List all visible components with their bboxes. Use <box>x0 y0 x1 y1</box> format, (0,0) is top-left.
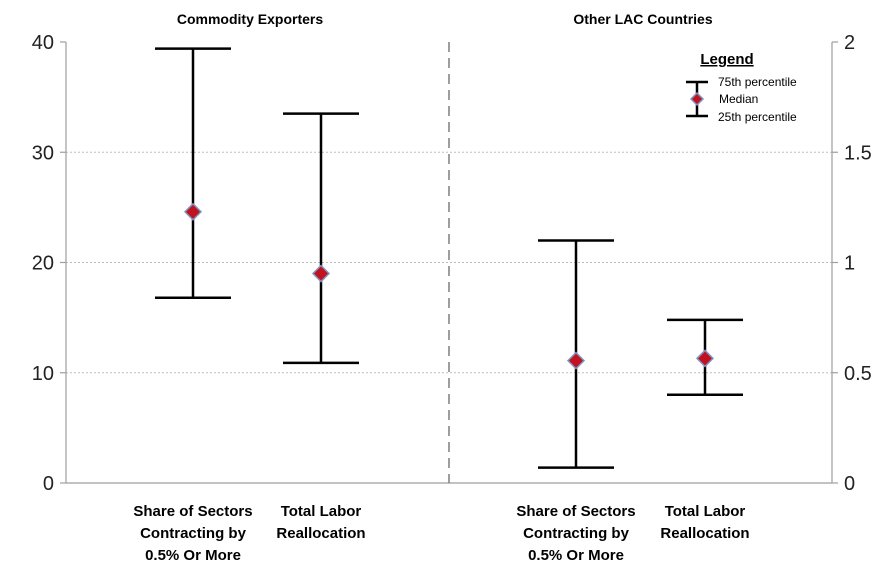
category-labels: Share of Sectors Contracting by 0.5% Or Mo… <box>133 503 749 563</box>
category-label-line: Contracting by <box>140 525 246 542</box>
marks-layer <box>155 47 743 469</box>
median-marker <box>695 349 715 368</box>
category-label: Total Labor Reallocation <box>660 503 749 542</box>
tick-layer: 0 0 10 0.5 20 1 30 1.5 40 2 <box>32 32 872 495</box>
right-tick-label: 1 <box>844 253 855 275</box>
right-tick-label: 0.5 <box>844 363 872 385</box>
range-mark <box>283 112 359 365</box>
legend-title: Legend <box>700 51 753 68</box>
left-tick-label: 10 <box>32 363 54 385</box>
category-label-line: 0.5% Or More <box>528 547 624 563</box>
left-tick-label: 40 <box>32 32 54 54</box>
left-tick-label: 30 <box>32 142 54 164</box>
category-label-line: Reallocation <box>276 525 365 542</box>
median-marker <box>566 351 586 370</box>
range-mark <box>155 47 231 300</box>
legend: Legend 75th percentile Median 25th perce… <box>686 51 797 124</box>
range-mark <box>538 239 614 469</box>
right-tick-label: 2 <box>844 32 855 54</box>
right-tick-label: 1.5 <box>844 142 872 164</box>
legend-median-marker <box>689 91 705 107</box>
category-label-line: Contracting by <box>523 525 629 542</box>
category-label-line: Share of Sectors <box>516 503 635 520</box>
median-marker <box>311 264 331 283</box>
category-label-line: Total Labor <box>281 503 362 520</box>
legend-item-25th: 25th percentile <box>718 110 797 124</box>
category-label-line: 0.5% Or More <box>145 547 241 563</box>
category-label-line: Reallocation <box>660 525 749 542</box>
median-marker <box>183 202 203 221</box>
legend-item-75th: 75th percentile <box>718 75 797 89</box>
category-label: Share of Sectors Contracting by 0.5% Or Mo… <box>516 503 635 563</box>
panel-title-commodity: Commodity Exporters <box>177 11 323 27</box>
right-tick-label: 0 <box>844 473 855 495</box>
left-tick-label: 0 <box>43 473 54 495</box>
category-label: Share of Sectors Contracting by 0.5% Or Mo… <box>133 503 252 563</box>
legend-item-median: Median <box>719 92 758 106</box>
category-label-line: Total Labor <box>665 503 746 520</box>
panel-title-other-lac: Other LAC Countries <box>573 11 712 27</box>
left-tick-label: 20 <box>32 253 54 275</box>
category-label: Total Labor Reallocation <box>276 503 365 542</box>
category-label-line: Share of Sectors <box>133 503 252 520</box>
range-mark <box>667 318 743 397</box>
